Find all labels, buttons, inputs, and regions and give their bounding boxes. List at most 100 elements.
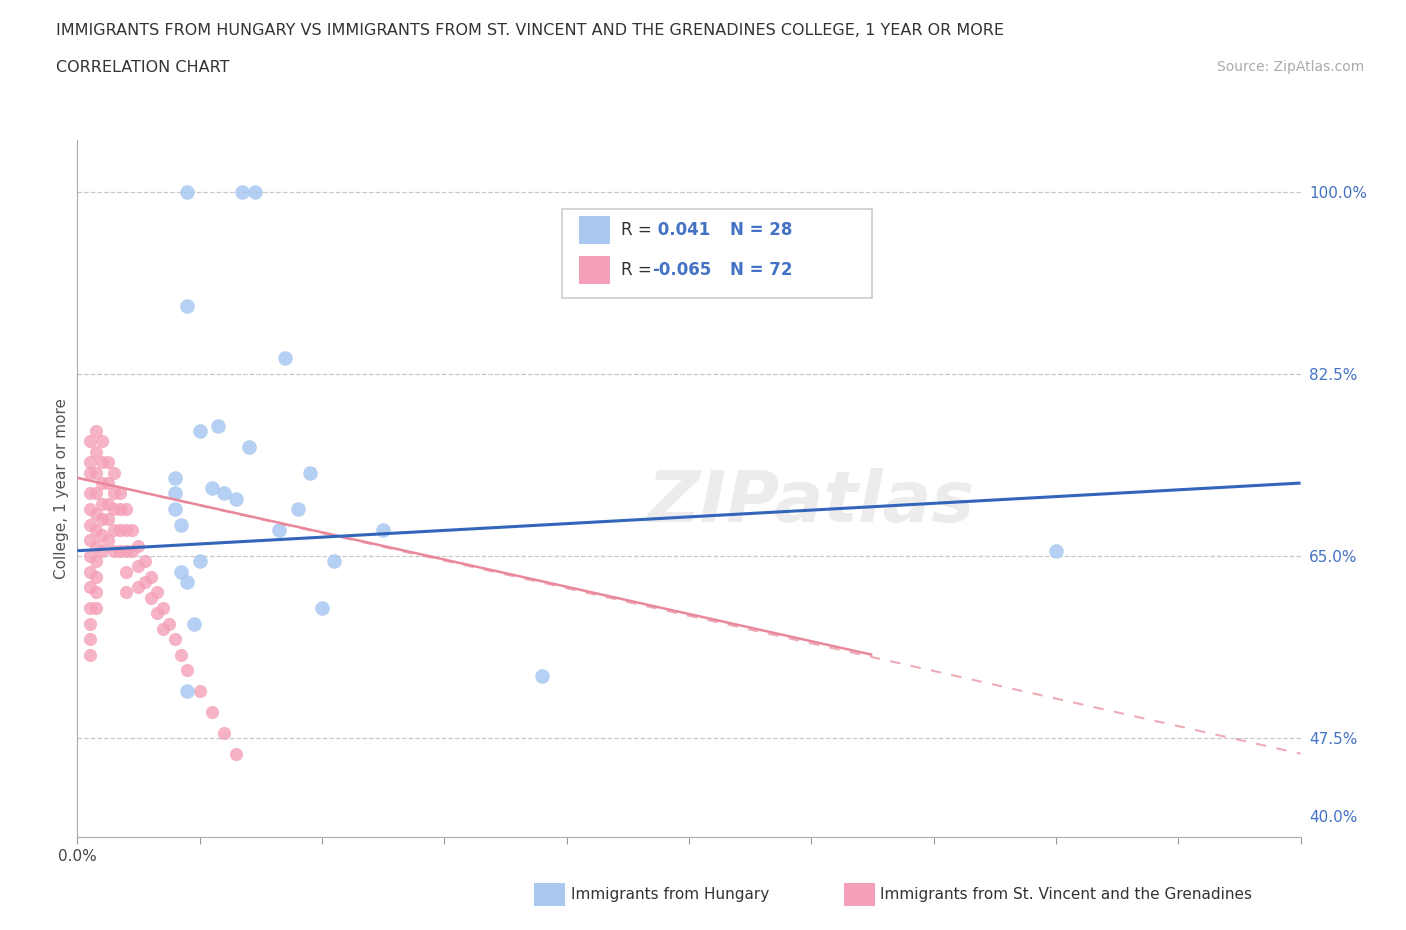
Point <box>121 523 143 538</box>
Text: Immigrants from St. Vincent and the Grenadines: Immigrants from St. Vincent and the Gren… <box>880 887 1253 902</box>
Point <box>103 486 125 501</box>
Point <box>188 423 211 438</box>
Point <box>152 601 174 616</box>
Point <box>90 543 112 558</box>
Text: R =: R = <box>621 220 658 239</box>
Point <box>97 497 120 512</box>
Point <box>115 585 138 600</box>
Y-axis label: College, 1 year or more: College, 1 year or more <box>53 398 69 578</box>
Text: ZIPatlas: ZIPatlas <box>648 468 974 537</box>
Point <box>531 668 554 683</box>
Point <box>84 445 107 459</box>
Point <box>84 569 107 584</box>
Text: N = 28: N = 28 <box>730 220 792 239</box>
Point <box>103 465 125 480</box>
Point <box>108 543 131 558</box>
Point <box>152 621 174 636</box>
Point <box>79 434 101 449</box>
Point <box>97 533 120 548</box>
Point <box>311 601 333 616</box>
Point <box>183 617 205 631</box>
Point <box>79 465 101 480</box>
Point <box>103 523 125 538</box>
Point <box>90 455 112 470</box>
Point <box>84 585 107 600</box>
Point <box>79 579 101 594</box>
Point <box>176 575 198 590</box>
Point <box>79 501 101 516</box>
Point <box>212 725 235 740</box>
Point <box>165 486 187 501</box>
Text: 0.041: 0.041 <box>652 220 710 239</box>
Point <box>298 465 321 480</box>
Point <box>79 617 101 631</box>
Point <box>115 523 138 538</box>
Point <box>115 543 138 558</box>
Point <box>121 543 143 558</box>
Point <box>176 684 198 698</box>
Point <box>84 601 107 616</box>
Point <box>90 475 112 490</box>
Point <box>176 184 198 199</box>
Point <box>269 523 291 538</box>
Point <box>287 501 309 516</box>
Text: Source: ZipAtlas.com: Source: ZipAtlas.com <box>1216 60 1364 74</box>
Point <box>1045 543 1067 558</box>
Point <box>201 481 224 496</box>
Point <box>231 184 253 199</box>
Point <box>79 455 101 470</box>
Point <box>176 663 198 678</box>
Point <box>146 605 169 620</box>
Point <box>134 575 156 590</box>
Point <box>115 565 138 579</box>
Point <box>90 512 112 527</box>
Text: R =: R = <box>621 260 658 279</box>
Point <box>188 684 211 698</box>
Point <box>243 184 266 199</box>
Point <box>157 617 180 631</box>
Point <box>170 647 193 662</box>
Point <box>90 497 112 512</box>
Point <box>108 486 131 501</box>
Point <box>97 455 120 470</box>
Point <box>115 501 138 516</box>
Point <box>84 465 107 480</box>
Text: IMMIGRANTS FROM HUNGARY VS IMMIGRANTS FROM ST. VINCENT AND THE GRENADINES COLLEG: IMMIGRANTS FROM HUNGARY VS IMMIGRANTS FR… <box>56 23 1004 38</box>
Point <box>225 746 247 761</box>
Point <box>79 601 101 616</box>
Point <box>84 423 107 438</box>
Point <box>79 486 101 501</box>
Point <box>90 527 112 542</box>
Point <box>79 549 101 564</box>
Point <box>139 569 162 584</box>
Point <box>170 565 193 579</box>
Point <box>79 647 101 662</box>
Point <box>79 533 101 548</box>
Point <box>274 351 297 365</box>
Point <box>128 559 150 574</box>
Point <box>134 553 156 568</box>
Point <box>79 631 101 646</box>
Point <box>188 553 211 568</box>
Point <box>84 523 107 538</box>
Point <box>108 501 131 516</box>
Point <box>97 512 120 527</box>
Point <box>84 507 107 522</box>
Point <box>84 486 107 501</box>
Point <box>238 439 260 454</box>
Point <box>84 553 107 568</box>
Point <box>79 517 101 532</box>
Point <box>128 538 150 553</box>
Text: Immigrants from Hungary: Immigrants from Hungary <box>571 887 769 902</box>
Point <box>103 543 125 558</box>
Point <box>128 579 150 594</box>
Point <box>165 501 187 516</box>
Point <box>165 471 187 485</box>
Point <box>212 486 235 501</box>
Text: CORRELATION CHART: CORRELATION CHART <box>56 60 229 75</box>
Point <box>371 523 394 538</box>
Point <box>108 523 131 538</box>
Point <box>90 434 112 449</box>
Point <box>323 553 346 568</box>
Point <box>79 565 101 579</box>
